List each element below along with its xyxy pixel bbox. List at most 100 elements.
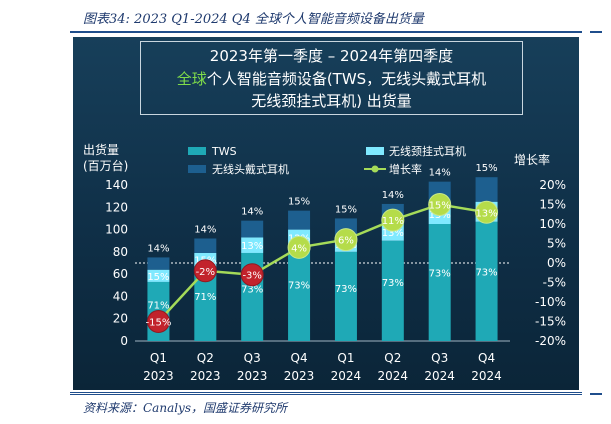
growth-data-label: 15% xyxy=(429,201,451,212)
chart-title-rest: 个人智能音频设备(TWS，无线头戴式耳机 xyxy=(206,70,487,88)
plot-area: 0 20 40 60 80 100 120 140 20% 15% 10% 5% 0% -5% -10% -1… xyxy=(105,163,566,383)
bar-segment xyxy=(475,177,498,202)
x-tick-label: Q3 xyxy=(431,351,448,365)
x-tick-label: Q3 xyxy=(244,351,261,365)
bar-segment xyxy=(288,245,311,341)
growth-marker xyxy=(475,200,499,224)
bar-segment xyxy=(241,220,264,238)
growth-data-label: -3% xyxy=(242,271,261,282)
legend-label-neckband: 无线颈挂式耳机 xyxy=(389,144,466,158)
y2-tick-label: 20% xyxy=(539,178,566,192)
growth-marker xyxy=(146,310,170,333)
bar-segment xyxy=(428,224,451,341)
chart-title-line3: 无线颈挂式耳机) 出货量 xyxy=(251,92,412,110)
bar-data-label: 13% xyxy=(382,228,404,239)
y-tick-label: 40 xyxy=(113,289,128,303)
growth-data-label: -2% xyxy=(196,267,215,278)
x-tick-label: Q2 xyxy=(197,351,214,365)
top-rule xyxy=(70,31,582,33)
bar-data-label: 14% xyxy=(194,224,216,235)
bar-data-label: 15% xyxy=(475,163,497,174)
bar-segment xyxy=(475,221,498,341)
y2-tick-label: -15% xyxy=(535,315,566,329)
y-axis-label-line2: (百万台) xyxy=(83,158,128,173)
legend-label-growth: 增长率 xyxy=(389,162,422,176)
x-tick-label: Q1 xyxy=(337,351,354,365)
bar-data-label: 73% xyxy=(288,280,310,291)
bar-data-label: 73% xyxy=(475,267,497,278)
bar-segment xyxy=(381,240,404,341)
y2-tick-label: -20% xyxy=(535,334,566,348)
y-axis-label-line1: 出货量 xyxy=(83,142,119,157)
figure-caption: 图表34: 2023 Q1-2024 Q4 全球个人智能音频设备出货量 xyxy=(83,12,424,27)
x-tick-label-year: 2023 xyxy=(143,369,174,383)
growth-marker xyxy=(381,208,405,232)
bar-segment xyxy=(194,238,217,253)
y2-tick-label: -10% xyxy=(535,295,566,309)
bar-segment xyxy=(334,251,357,341)
y2-tick-label: 15% xyxy=(539,198,566,212)
growth-marker xyxy=(334,228,358,252)
bar-data-label: 73% xyxy=(241,285,263,296)
x-tick-label: Q2 xyxy=(384,351,401,365)
growth-marker xyxy=(193,259,217,283)
y2-tick-label: 0% xyxy=(547,256,566,270)
growth-marker xyxy=(240,263,264,287)
y2-tick-label: -5% xyxy=(543,276,566,290)
bar-segment xyxy=(288,210,311,230)
y2-tick-label: 10% xyxy=(539,217,566,231)
bottom-rule xyxy=(70,392,582,393)
legend-swatch-tws xyxy=(188,147,206,155)
legend-swatch-headphone xyxy=(188,165,206,173)
chart-title-highlight: 全球 xyxy=(176,70,207,88)
top-side-mark xyxy=(590,31,602,33)
growth-data-label: 13% xyxy=(475,208,497,219)
growth-data-label: 6% xyxy=(338,236,354,247)
bottom-rule-2 xyxy=(70,394,582,395)
x-tick-label-year: 2024 xyxy=(471,369,502,383)
bar-segment xyxy=(194,266,217,341)
bar-data-label: 13% xyxy=(241,241,263,252)
source-note: 资料来源：Canalys，国盛证券研究所 xyxy=(83,401,287,415)
growth-marker xyxy=(428,193,452,216)
bar-data-label: 73% xyxy=(429,269,451,280)
legend-label-headphone: 无线头戴式耳机 xyxy=(212,162,289,176)
y-tick-label: 80 xyxy=(113,245,128,259)
y2-axis-label: 增长率 xyxy=(514,152,550,167)
x-tick-label-year: 2023 xyxy=(284,369,315,383)
bar-segment xyxy=(147,257,170,270)
legend: TWS 无线头戴式耳机 无线颈挂式耳机 增长率 xyxy=(188,144,466,176)
x-tick-label: Q4 xyxy=(291,351,308,365)
legend-growth-marker xyxy=(371,165,379,173)
y-tick-label: 20 xyxy=(113,312,128,326)
y-tick-label: 140 xyxy=(105,178,128,192)
bar-data-label: 73% xyxy=(335,284,357,295)
bar-data-label: 14% xyxy=(382,190,404,201)
bar-data-label: 14% xyxy=(429,168,451,179)
x-tick-label-year: 2024 xyxy=(424,369,455,383)
chart-title-box xyxy=(140,41,523,115)
bar-data-label: 73% xyxy=(382,278,404,289)
chart-title-line1: 2023年第一季度 – 2024年第四季度 xyxy=(209,47,454,65)
legend-label-tws: TWS xyxy=(211,145,237,158)
growth-data-label: 4% xyxy=(291,243,307,254)
y-tick-label: 60 xyxy=(113,267,128,281)
growth-data-label: 11% xyxy=(382,216,404,227)
bar-data-label: 71% xyxy=(194,292,216,303)
bar-segment xyxy=(241,237,264,253)
bottom-side-mark xyxy=(590,393,602,395)
bar-data-label: 71% xyxy=(147,301,169,312)
y2-tick-label: 5% xyxy=(547,237,566,251)
bar-data-label: 15% xyxy=(147,272,169,283)
y-tick-label: 120 xyxy=(105,200,128,214)
x-tick-label-year: 2023 xyxy=(190,369,221,383)
legend-swatch-neckband xyxy=(366,147,384,155)
bar-data-label: 15% xyxy=(288,197,310,208)
x-tick-label-year: 2024 xyxy=(378,369,409,383)
x-tick-label-year: 2023 xyxy=(237,369,268,383)
bar-data-label: 14% xyxy=(147,243,169,254)
bar-data-label: 14% xyxy=(241,207,263,218)
growth-data-label: -15% xyxy=(146,318,172,329)
bar-data-label: 15% xyxy=(335,204,357,215)
